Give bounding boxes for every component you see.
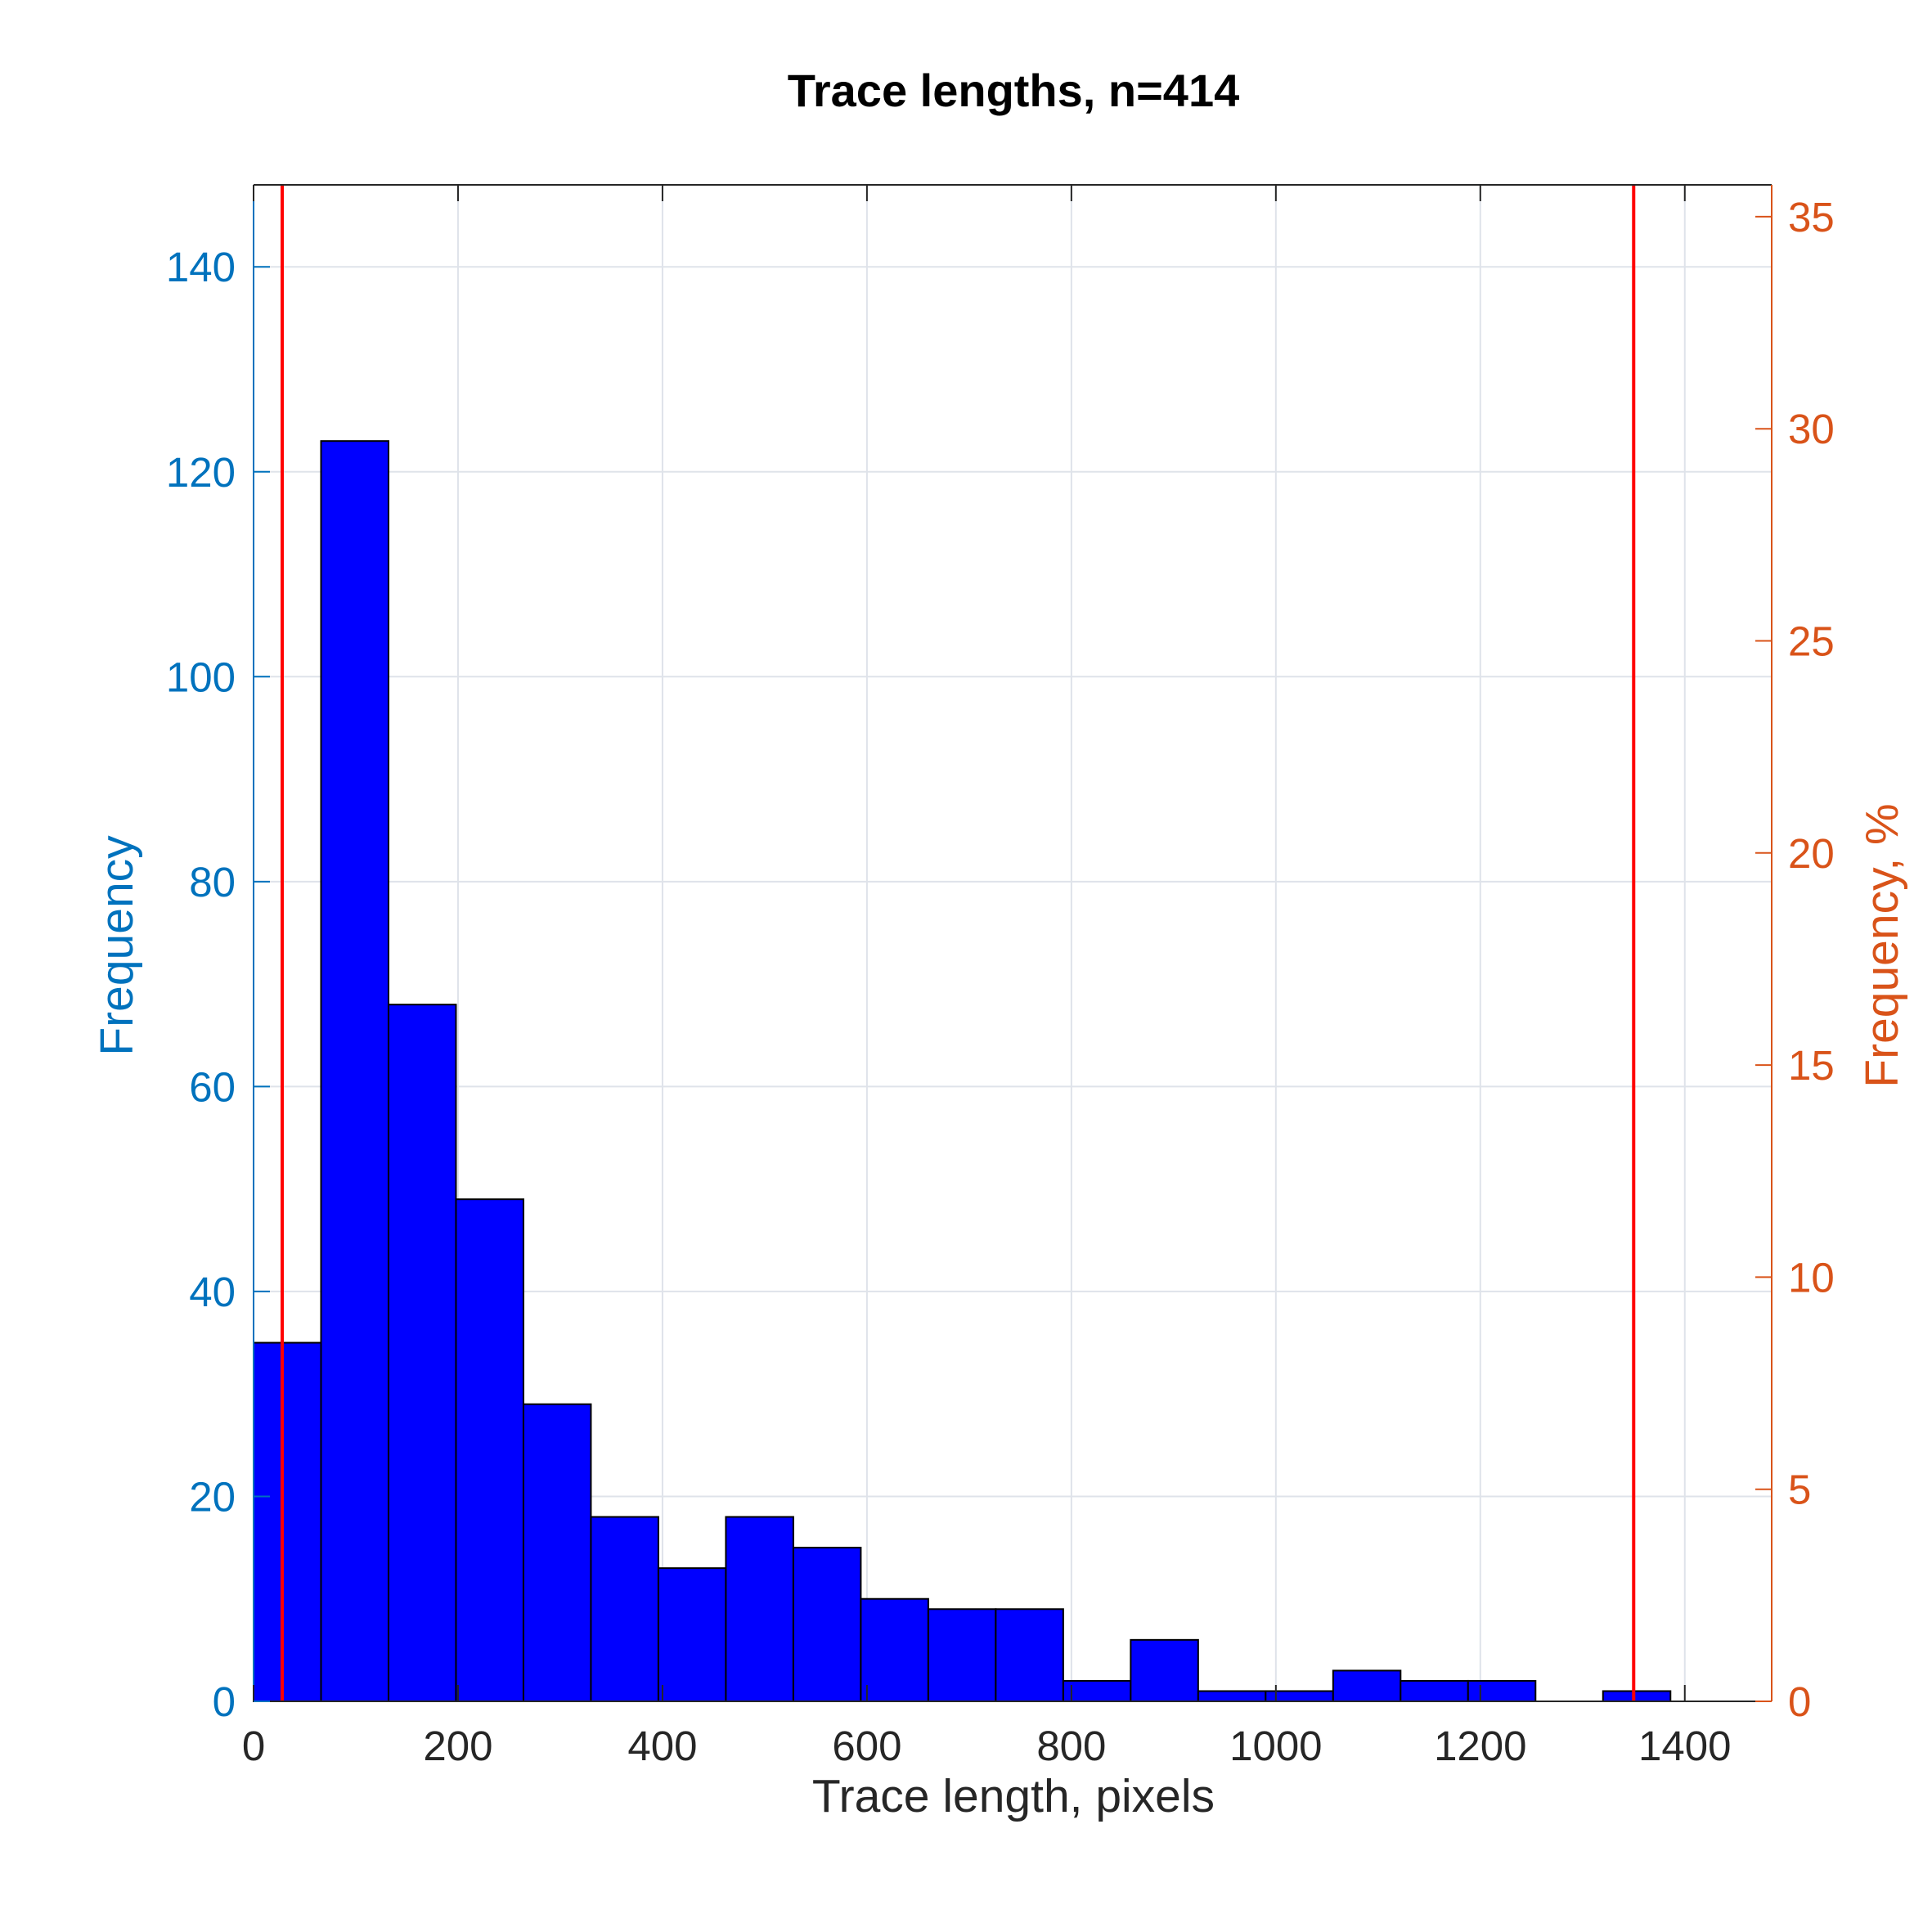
- right-y-tick-label: 25: [1788, 618, 1835, 664]
- left-y-tick-label: 40: [189, 1269, 236, 1315]
- right-y-axis-ticks: 0 5 10 15 20 25 30 35: [1755, 194, 1835, 1725]
- right-y-tick-label: 0: [1788, 1678, 1811, 1725]
- reference-lines: [280, 185, 1636, 1701]
- histogram-bar: [455, 1198, 524, 1702]
- left-y-tick-label: 120: [166, 449, 236, 496]
- x-axis-ticks: 0 200 400 600 800 1000 1200 1400: [242, 185, 1731, 1769]
- left-y-tick-label: 140: [166, 244, 236, 290]
- x-tick-label: 1200: [1434, 1723, 1526, 1769]
- right-y-tick-label: 15: [1788, 1042, 1835, 1089]
- right-y-tick-label: 10: [1788, 1254, 1835, 1301]
- x-tick-label: 800: [1036, 1723, 1106, 1769]
- x-tick-label: 600: [832, 1723, 901, 1769]
- right-y-axis-label: Frequency, %: [1856, 803, 1908, 1087]
- right-y-tick-label: 30: [1788, 406, 1835, 452]
- left-y-tick-label: 80: [189, 859, 236, 905]
- x-tick-label: 200: [423, 1723, 492, 1769]
- histogram-bar: [792, 1547, 862, 1703]
- histogram-bar: [657, 1567, 727, 1703]
- histogram-bar: [1197, 1690, 1267, 1702]
- left-y-tick-label: 0: [213, 1678, 236, 1725]
- x-axis-label: Trace length, pixels: [812, 1770, 1215, 1822]
- histogram-bar: [860, 1597, 929, 1703]
- chart-title: Trace lengths, n=414: [788, 65, 1239, 116]
- histogram-bar: [725, 1516, 794, 1703]
- histogram-bar: [590, 1516, 659, 1703]
- right-y-tick-label: 20: [1788, 830, 1835, 877]
- left-y-axis-ticks: 0 20 40 60 80 100 120 140: [166, 244, 270, 1725]
- x-tick-label: 400: [627, 1723, 697, 1769]
- histogram-bar: [1130, 1638, 1199, 1703]
- left-y-axis-label: Frequency: [91, 835, 143, 1056]
- grid: [254, 185, 1772, 1701]
- histogram-bar: [320, 440, 389, 1702]
- histogram-bar: [387, 1004, 457, 1702]
- x-tick-label: 0: [242, 1723, 265, 1769]
- histogram-bar: [1602, 1690, 1672, 1702]
- histogram-bars: [253, 440, 1672, 1703]
- histogram-bar: [927, 1608, 997, 1702]
- x-tick-label: 1000: [1229, 1723, 1322, 1769]
- left-y-tick-label: 100: [166, 654, 236, 700]
- left-y-tick-label: 20: [189, 1473, 236, 1520]
- axes: [253, 184, 1772, 1702]
- histogram-bar: [1400, 1679, 1469, 1703]
- histogram-bar: [1467, 1679, 1537, 1703]
- histogram-bar: [522, 1403, 592, 1702]
- histogram-bar: [253, 1341, 322, 1703]
- histogram-bar: [995, 1608, 1064, 1702]
- right-y-tick-label: 5: [1788, 1467, 1811, 1513]
- histogram-bar: [1332, 1669, 1402, 1703]
- histogram-bar: [1062, 1679, 1132, 1703]
- x-tick-label: 1400: [1638, 1723, 1731, 1769]
- right-y-tick-label: 35: [1788, 194, 1835, 240]
- left-y-tick-label: 60: [189, 1063, 236, 1110]
